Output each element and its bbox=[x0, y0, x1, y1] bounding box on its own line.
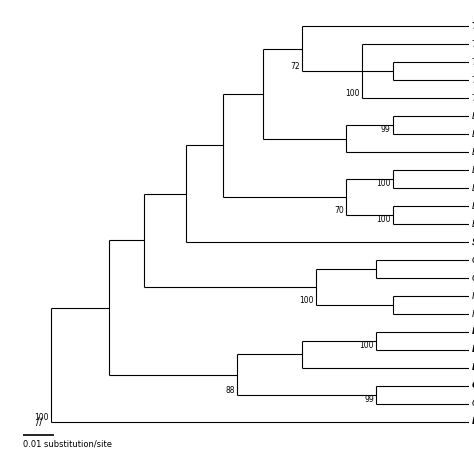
Text: 100: 100 bbox=[299, 296, 314, 305]
Text: Endobugula sertula: Endobugula sertula bbox=[472, 201, 474, 211]
Text: Lyrodus pedicellatus: Lyrodus pedicellatus bbox=[472, 183, 474, 193]
Text: Teredinibacter turnerae: Teredinibacter turnerae bbox=[472, 22, 474, 30]
Text: Pseudomonas aeruginosa: Pseudomonas aeruginosa bbox=[472, 346, 474, 354]
Text: Microbulbifer agarolyticus: Microbulbifer agarolyticus bbox=[472, 310, 474, 318]
Text: Bankia setacea: Bankia setacea bbox=[472, 130, 474, 139]
Text: 72: 72 bbox=[290, 62, 300, 71]
Text: //: // bbox=[36, 417, 43, 427]
Text: Endobugula sertula: Endobugula sertula bbox=[472, 219, 474, 229]
Text: 100: 100 bbox=[346, 89, 360, 98]
Text: 99: 99 bbox=[381, 125, 390, 134]
Text: Microbulbifer thermotolerans: Microbulbifer thermotolerans bbox=[472, 292, 474, 300]
Text: Oceanobacter kriegii: Oceanobacter kriegii bbox=[472, 274, 474, 283]
Text: Saccharophagus degradans: Saccharophagus degradans bbox=[472, 237, 474, 247]
Text: 99: 99 bbox=[365, 395, 374, 404]
Text: Bankia setacea: Bankia setacea bbox=[472, 112, 474, 121]
Text: Cellvibrio japonicus: Cellvibrio japonicus bbox=[472, 382, 474, 390]
Text: 100: 100 bbox=[360, 341, 374, 350]
Text: 88: 88 bbox=[225, 386, 235, 395]
Text: 100: 100 bbox=[376, 215, 390, 224]
Text: Teredinibacter turnerae: Teredinibacter turnerae bbox=[472, 76, 474, 85]
Text: Bankia setacea: Bankia setacea bbox=[472, 148, 474, 157]
Text: Teredinibacter turnerae: Teredinibacter turnerae bbox=[472, 58, 474, 67]
Text: Lyrodus pedicellatus: Lyrodus pedicellatus bbox=[472, 165, 474, 175]
Text: Pseudomonas fluorescens: Pseudomonas fluorescens bbox=[472, 364, 474, 372]
Text: Teredinibacter turnerae: Teredinibacter turnerae bbox=[472, 40, 474, 49]
Text: Pseudomonas putida: Pseudomonas putida bbox=[472, 328, 474, 336]
Text: Cellvibrio fulvus: Cellvibrio fulvus bbox=[472, 400, 474, 408]
Text: 100: 100 bbox=[376, 179, 390, 188]
Text: 0.01 substitution/site: 0.01 substitution/site bbox=[23, 439, 112, 448]
Text: Oceanospirillum multiglobuliferum: Oceanospirillum multiglobuliferum bbox=[472, 255, 474, 265]
Text: 70: 70 bbox=[334, 206, 344, 215]
Text: 100: 100 bbox=[35, 413, 49, 422]
Text: Hahella chejuensis: Hahella chejuensis bbox=[472, 418, 474, 426]
Text: Teredinibacter turnerae: Teredinibacter turnerae bbox=[472, 94, 474, 103]
